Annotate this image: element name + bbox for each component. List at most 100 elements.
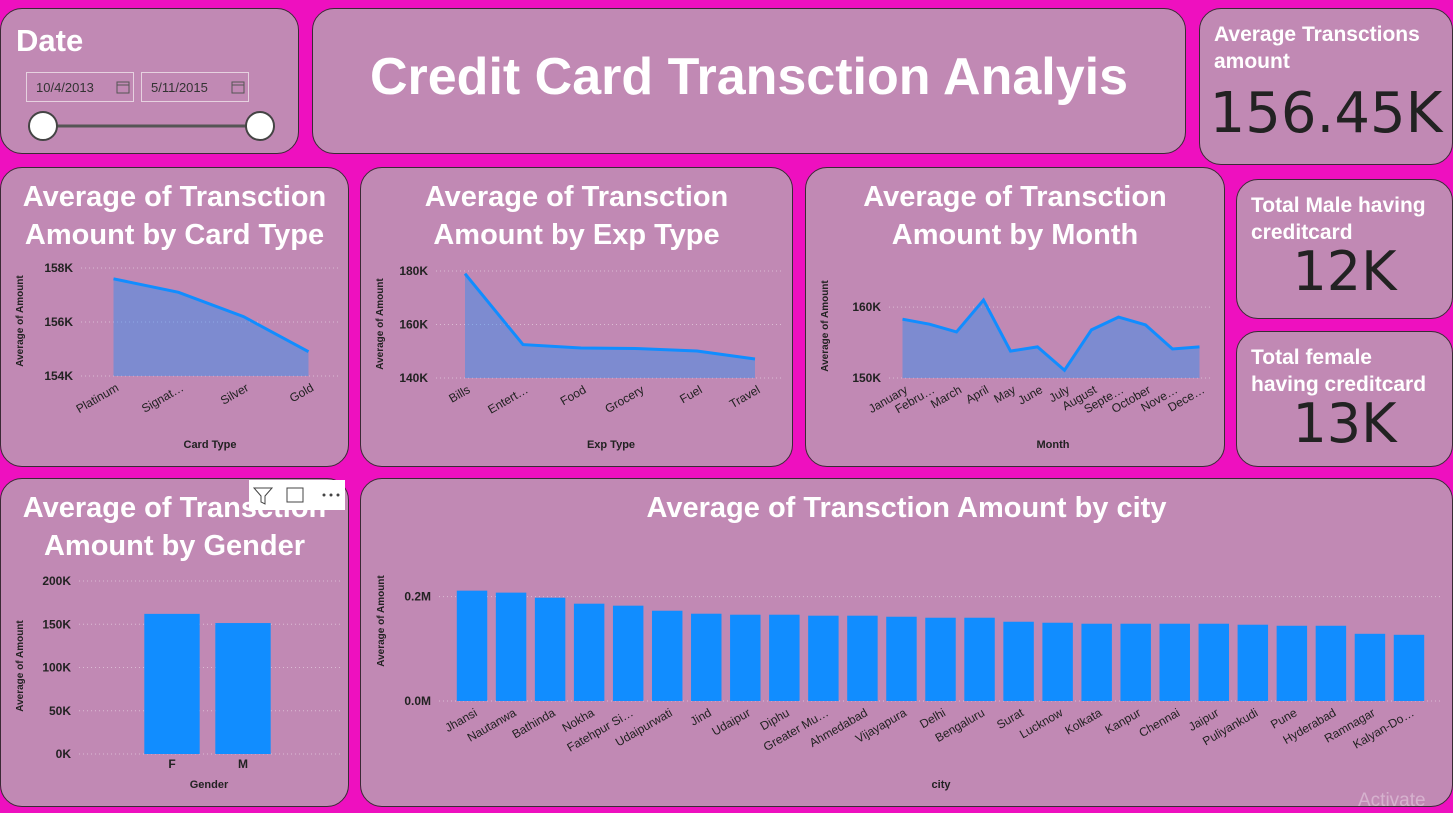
bar xyxy=(808,615,839,701)
x-tick-label: Lucknow xyxy=(1017,705,1065,741)
header-panel: Credit Card Transction Analyis xyxy=(312,8,1186,154)
kpi-label: Average Transctions amount xyxy=(1214,23,1420,73)
kpi-label: Total Male having creditcard xyxy=(1251,194,1426,244)
date-slicer: Date 10/4/2013 5/11/2015 xyxy=(0,8,299,154)
x-tick-label: June xyxy=(1015,382,1045,407)
y-tick-label: 50K xyxy=(49,704,71,718)
bar xyxy=(1042,622,1073,701)
x-tick-label: April xyxy=(963,382,991,406)
bar xyxy=(1354,633,1386,701)
y-axis-title: Average of Amount xyxy=(376,575,387,667)
chart-plot: 154K 156K 158K Platinum Signat… Silver Gold Car… xyxy=(15,261,341,451)
bar xyxy=(1120,623,1151,701)
chart-title: Average of Transction Amount by Month xyxy=(863,181,1167,251)
x-axis-title: Month xyxy=(1037,439,1070,451)
bar xyxy=(1198,623,1230,701)
kpi-card: Average Transctions amount 156.45K xyxy=(1199,8,1453,165)
line xyxy=(902,297,1200,373)
x-tick-label: Food xyxy=(558,382,589,408)
y-tick-label: 156K xyxy=(44,315,73,329)
slider-handle[interactable] xyxy=(28,111,58,141)
start-date-box[interactable]: 10/4/2013 xyxy=(26,72,134,102)
slider-handle[interactable] xyxy=(245,111,275,141)
x-tick-label: Fuel xyxy=(677,382,704,406)
kpi-value: 12K xyxy=(1292,240,1397,303)
calendar-icon xyxy=(116,81,130,94)
y-tick-label: 180K xyxy=(399,264,428,278)
y-axis-title: Average of Amount xyxy=(820,280,831,372)
area-fill xyxy=(902,300,1200,378)
bar xyxy=(886,616,917,701)
x-tick-label: Gold xyxy=(287,380,316,405)
bar xyxy=(1237,624,1269,701)
x-tick-label: M xyxy=(238,757,248,771)
line xyxy=(113,277,310,354)
more-icon[interactable] xyxy=(336,493,340,497)
filter-icon[interactable] xyxy=(252,487,274,505)
bar xyxy=(144,613,200,754)
more-icon[interactable] xyxy=(329,493,333,497)
x-tick-label: Kanpur xyxy=(1103,705,1144,736)
y-axis-title: Average of Amount xyxy=(375,278,386,370)
x-tick-label: March xyxy=(928,382,964,411)
end-date-box[interactable]: 5/11/2015 xyxy=(141,72,249,102)
area-fill xyxy=(113,278,309,376)
x-tick-label: Bills xyxy=(446,382,472,405)
bar xyxy=(612,605,644,701)
bar xyxy=(847,615,878,701)
x-tick-label: F xyxy=(168,757,175,771)
y-tick-label: 160K xyxy=(399,318,428,332)
x-axis-title: Card Type xyxy=(184,439,237,451)
chart-title: Average of Transction Amount by city xyxy=(646,492,1167,524)
x-tick-label: Silver xyxy=(218,380,251,407)
bar xyxy=(1393,634,1425,701)
x-tick-label: Udaipur xyxy=(709,705,752,738)
bar xyxy=(534,597,566,701)
bar xyxy=(964,617,995,701)
y-tick-label: 0.2M xyxy=(404,590,431,604)
bar xyxy=(495,592,527,701)
y-tick-label: 200K xyxy=(42,574,71,588)
calendar-icon xyxy=(231,81,245,94)
x-tick-label: Signat… xyxy=(139,380,186,415)
bar xyxy=(691,613,722,701)
more-icon[interactable] xyxy=(322,493,326,497)
focus-icon[interactable] xyxy=(286,487,304,503)
chart-panel: Average of Transction Amount by city 0.0… xyxy=(360,478,1453,807)
y-axis-title: Average of Amount xyxy=(15,275,26,367)
bar xyxy=(1003,621,1034,701)
bar xyxy=(1159,623,1190,701)
bar xyxy=(1081,623,1112,701)
y-tick-label: 0.0M xyxy=(404,694,431,708)
y-tick-label: 140K xyxy=(399,371,428,385)
chart-panel: Average of Transction Amount by Exp Type… xyxy=(360,167,793,467)
y-tick-label: 150K xyxy=(42,617,71,631)
y-tick-label: 158K xyxy=(44,261,73,275)
chart-title: Average of Transction Amount by Exp Type xyxy=(424,181,729,251)
y-tick-label: 154K xyxy=(44,369,73,383)
y-tick-label: 150K xyxy=(852,371,881,385)
line xyxy=(463,272,756,361)
area-fill xyxy=(465,273,755,378)
slicer-title: Date xyxy=(16,23,84,58)
chart-plot: 140K 160K 180K Bills Entert… Food Grocery Fuel T… xyxy=(375,264,784,451)
chart-panel: Average of Transction Amount by Card Typ… xyxy=(0,167,349,467)
x-tick-label: Platinum xyxy=(74,380,121,415)
chart-panel: Average of Transction Amount by Gender 0… xyxy=(0,478,349,807)
kpi-label: Total female having creditcard xyxy=(1251,346,1427,396)
kpi-value: 13K xyxy=(1292,392,1397,455)
x-tick-label: Bathinda xyxy=(510,705,558,741)
x-axis-title: Gender xyxy=(190,779,229,791)
start-date: 10/4/2013 xyxy=(36,80,94,95)
end-date: 5/11/2015 xyxy=(151,80,208,95)
chart-title: Average of Transction Amount by Card Typ… xyxy=(22,181,327,251)
x-tick-label: May xyxy=(991,382,1018,405)
bar xyxy=(456,590,488,701)
bar xyxy=(215,623,271,754)
kpi-card: Total female having creditcard 13K xyxy=(1236,331,1453,467)
chart-panel: Average of Transction Amount by Month 15… xyxy=(805,167,1225,467)
x-axis-title: Exp Type xyxy=(587,439,635,451)
kpi-value: 156.45K xyxy=(1209,81,1443,146)
